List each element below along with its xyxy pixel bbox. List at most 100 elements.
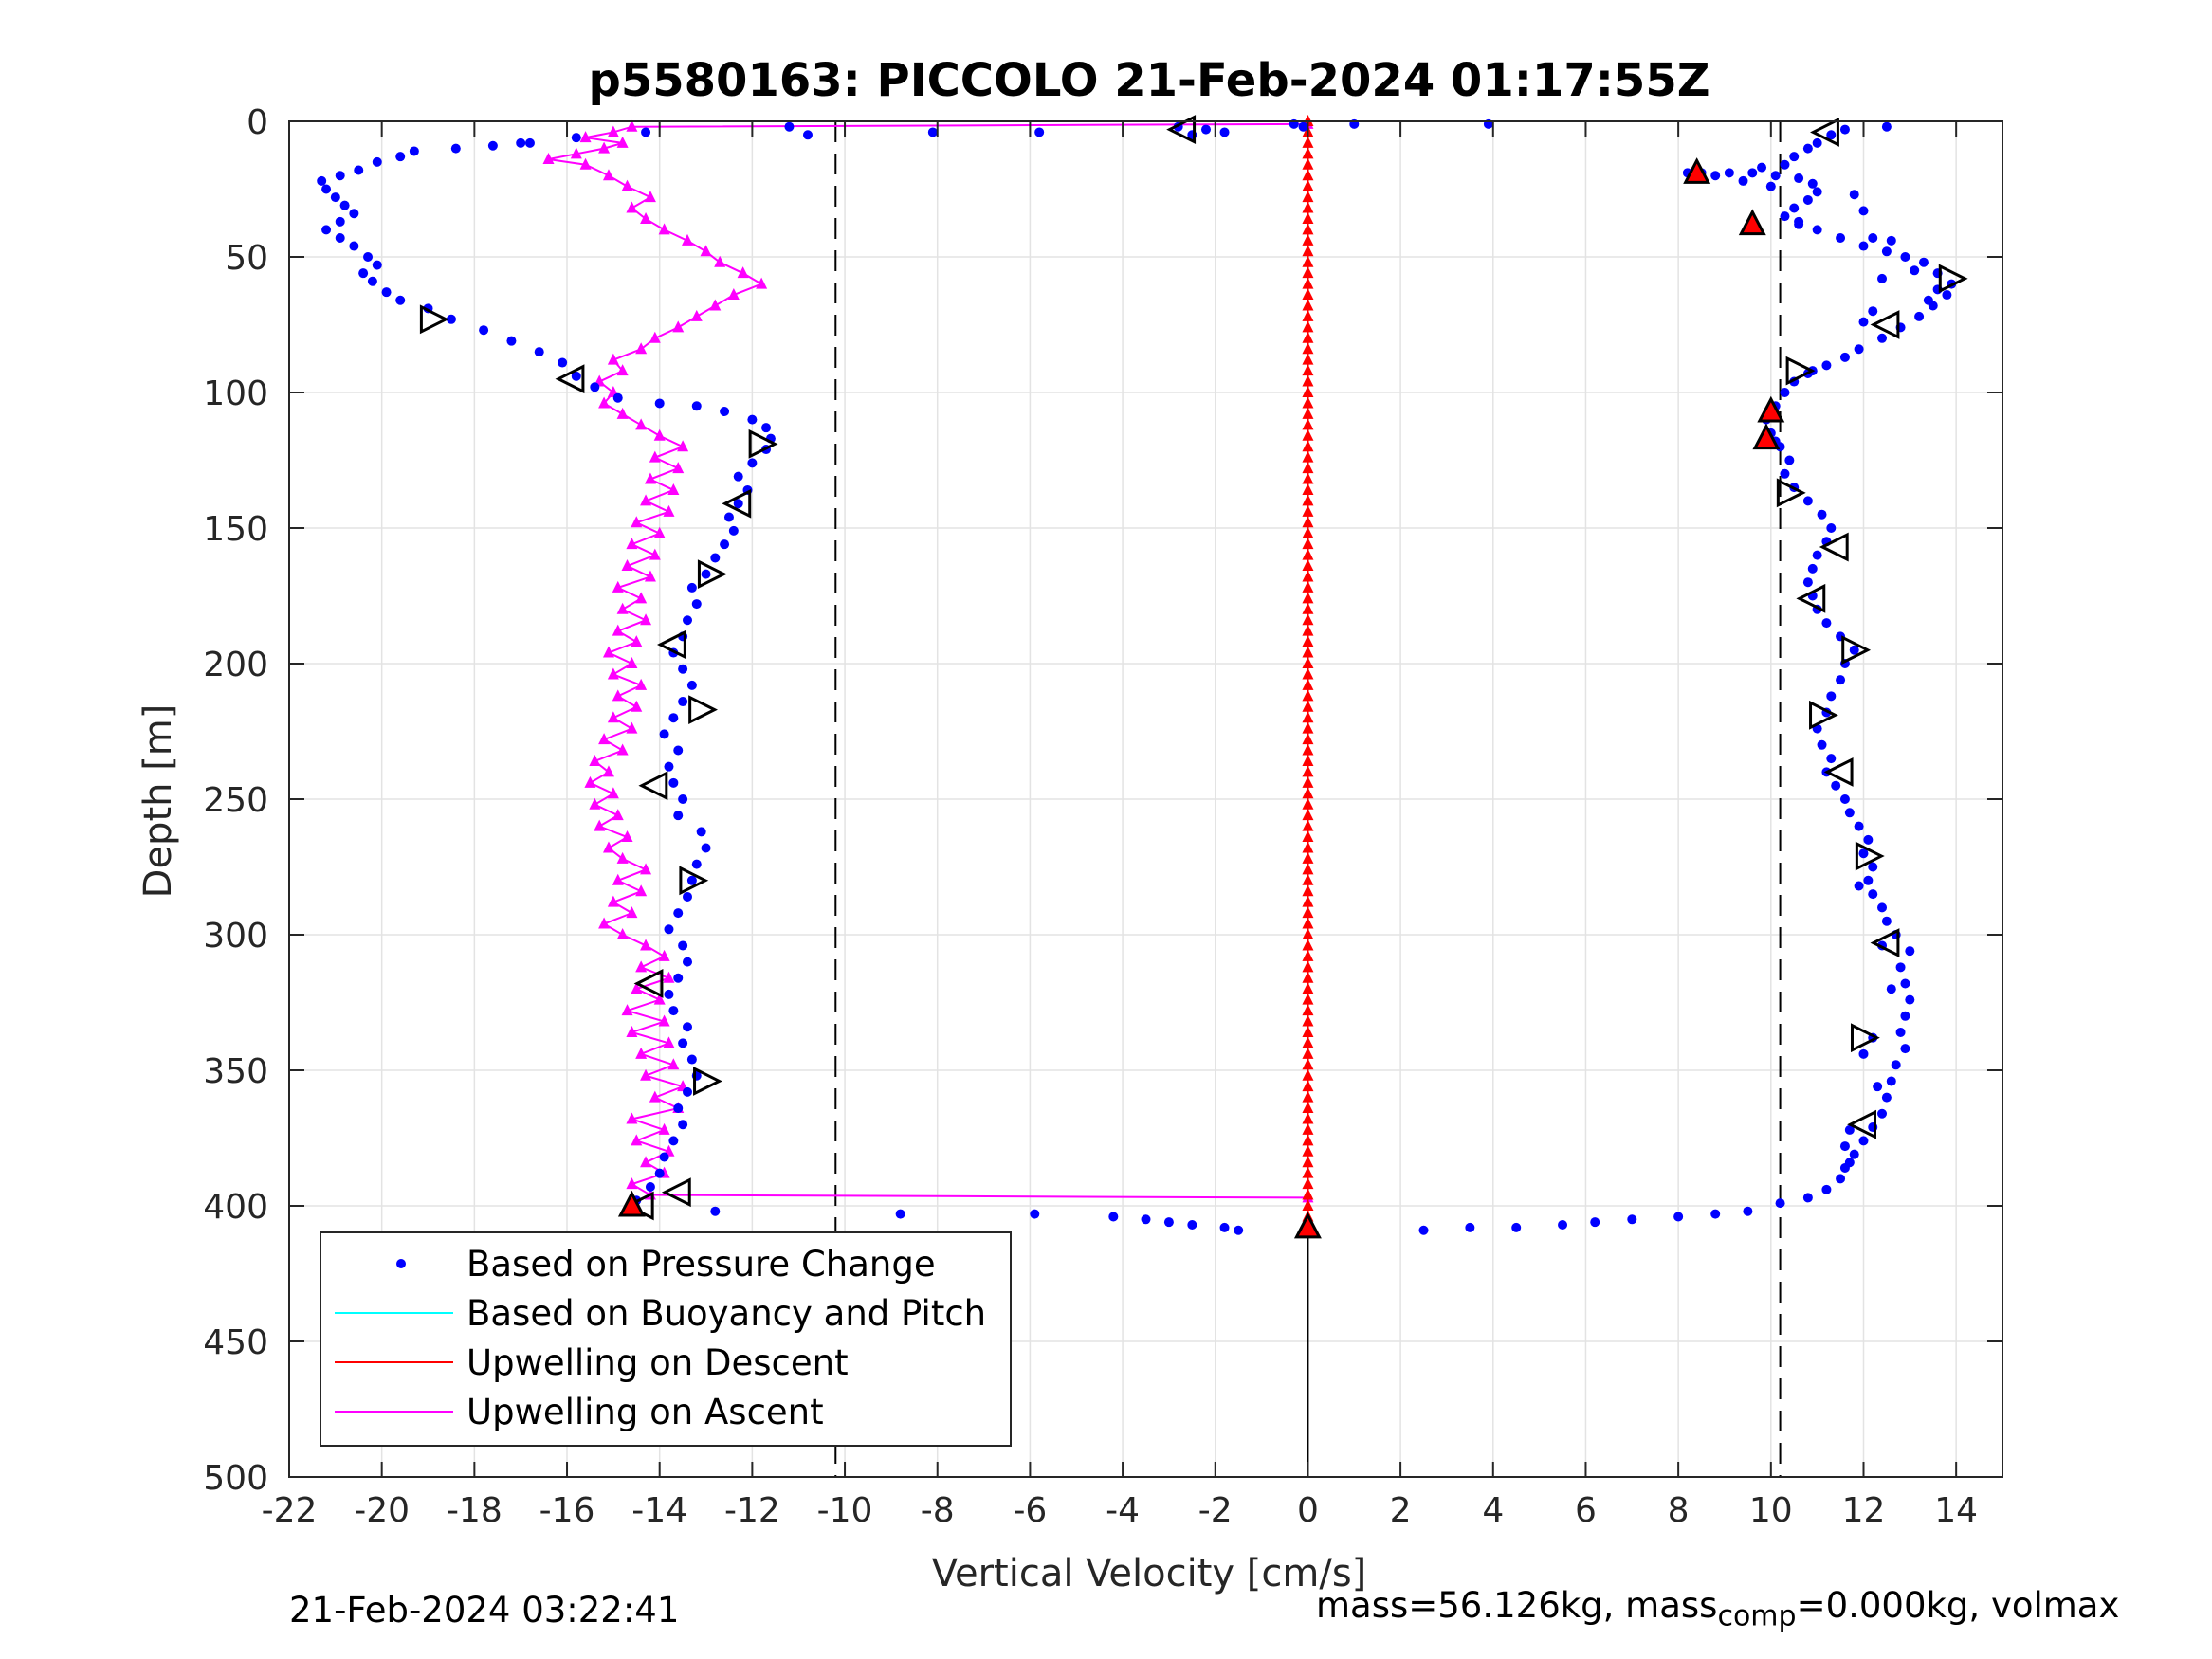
ascent-point bbox=[631, 635, 643, 647]
ascent-point bbox=[653, 428, 666, 441]
x-tick-label: -2 bbox=[1198, 1491, 1233, 1530]
pressure-point bbox=[1886, 1076, 1896, 1086]
pressure-point bbox=[1868, 306, 1878, 317]
pressure-point bbox=[686, 1054, 697, 1065]
right-triangle-marker bbox=[1785, 356, 1816, 386]
descent-point bbox=[1302, 1134, 1314, 1146]
pressure-point bbox=[335, 171, 345, 181]
legend-label-descent: Upwelling on Descent bbox=[466, 1342, 849, 1383]
pressure-point bbox=[1141, 1214, 1151, 1225]
pressure-point bbox=[1844, 1158, 1855, 1168]
descent-point bbox=[1302, 1047, 1314, 1059]
pressure-point bbox=[668, 1136, 679, 1146]
descent-point bbox=[1302, 548, 1314, 560]
descent-point bbox=[1302, 1188, 1314, 1200]
y-tick-label: 100 bbox=[203, 374, 268, 413]
descent-point bbox=[1302, 1025, 1314, 1037]
descent-point bbox=[1302, 201, 1314, 213]
x-tick-label: 2 bbox=[1390, 1491, 1412, 1530]
pressure-point bbox=[1863, 834, 1874, 845]
pressure-point bbox=[358, 268, 369, 279]
descent-point bbox=[1302, 1122, 1314, 1135]
descent-point bbox=[1302, 863, 1314, 875]
ascent-point bbox=[626, 538, 638, 550]
pressure-point bbox=[1854, 344, 1864, 355]
ascent-point bbox=[602, 765, 614, 777]
ascent-point bbox=[672, 462, 685, 474]
pressure-point bbox=[683, 615, 693, 626]
ascent-point bbox=[598, 396, 611, 409]
pressure-point bbox=[723, 512, 734, 522]
pressure-point bbox=[1710, 1209, 1721, 1219]
ascent-point bbox=[640, 939, 652, 951]
pressure-point bbox=[1873, 1082, 1883, 1092]
pressure-point bbox=[1794, 219, 1804, 229]
pressure-point bbox=[1900, 1044, 1910, 1054]
ascent-point bbox=[677, 440, 689, 452]
x-tick-label: 14 bbox=[1934, 1491, 1978, 1530]
descent-point bbox=[1302, 450, 1314, 463]
pressure-point bbox=[691, 859, 702, 869]
ascent-point bbox=[607, 353, 619, 365]
pressure-point bbox=[1710, 171, 1721, 181]
descent-point bbox=[1302, 396, 1314, 409]
descent-point bbox=[1302, 1166, 1314, 1178]
pressure-point bbox=[1839, 1141, 1850, 1152]
descent-point bbox=[1302, 657, 1314, 668]
descent-point bbox=[1302, 765, 1314, 777]
descent-point bbox=[1302, 635, 1314, 647]
pressure-point bbox=[747, 458, 758, 468]
pressure-point bbox=[1298, 121, 1308, 132]
descent-point bbox=[1302, 602, 1314, 614]
ascent-point bbox=[616, 364, 629, 376]
descent-point bbox=[1302, 169, 1314, 181]
pressure-point bbox=[381, 287, 392, 298]
descent-point bbox=[1302, 797, 1314, 810]
descent-point bbox=[1302, 494, 1314, 506]
descent-point bbox=[1302, 440, 1314, 452]
pressure-point bbox=[1802, 577, 1813, 588]
pressure-point bbox=[524, 137, 535, 148]
ascent-point bbox=[640, 494, 652, 506]
right-triangle-marker bbox=[688, 695, 719, 725]
y-tick-label: 450 bbox=[203, 1323, 268, 1362]
descent-point bbox=[1302, 928, 1314, 939]
right-triangle-marker bbox=[1850, 1023, 1880, 1053]
left-triangle-marker bbox=[1823, 757, 1854, 787]
descent-point bbox=[1302, 483, 1314, 495]
pressure-point bbox=[664, 989, 674, 999]
pressure-point bbox=[1881, 916, 1892, 926]
pressure-point bbox=[1826, 523, 1837, 533]
pressure-point bbox=[1891, 1060, 1901, 1070]
pressure-point bbox=[664, 924, 674, 935]
pressure-point bbox=[1863, 875, 1874, 885]
ascent-point bbox=[682, 233, 694, 246]
pressure-point bbox=[1900, 252, 1910, 262]
x-tick-label: 6 bbox=[1575, 1491, 1597, 1530]
red-triangle-marker bbox=[1757, 395, 1785, 423]
ascent-point bbox=[644, 570, 656, 582]
pressure-point bbox=[728, 525, 739, 536]
pressure-point bbox=[1858, 848, 1869, 859]
pressure-point bbox=[1826, 130, 1837, 140]
left-triangle-marker bbox=[656, 629, 686, 660]
pressure-point bbox=[372, 260, 382, 270]
pressure-point bbox=[1780, 211, 1790, 222]
descent-point bbox=[1302, 787, 1314, 799]
descent-point bbox=[1302, 472, 1314, 484]
ascent-point bbox=[602, 646, 614, 658]
descent-point bbox=[1302, 179, 1314, 191]
pressure-point bbox=[668, 1006, 679, 1016]
ascent-point bbox=[626, 201, 638, 213]
descent-point bbox=[1302, 646, 1314, 658]
y-axis-label: Depth [m] bbox=[137, 704, 180, 899]
ascent-point bbox=[589, 797, 601, 810]
pressure-point bbox=[1219, 127, 1230, 137]
pressure-point bbox=[1219, 1222, 1230, 1232]
pressure-point bbox=[1511, 1222, 1522, 1232]
right-triangle-marker bbox=[697, 559, 727, 590]
ascent-point bbox=[644, 472, 656, 484]
right-triangle-marker bbox=[1938, 264, 1968, 294]
descent-point bbox=[1302, 678, 1314, 690]
